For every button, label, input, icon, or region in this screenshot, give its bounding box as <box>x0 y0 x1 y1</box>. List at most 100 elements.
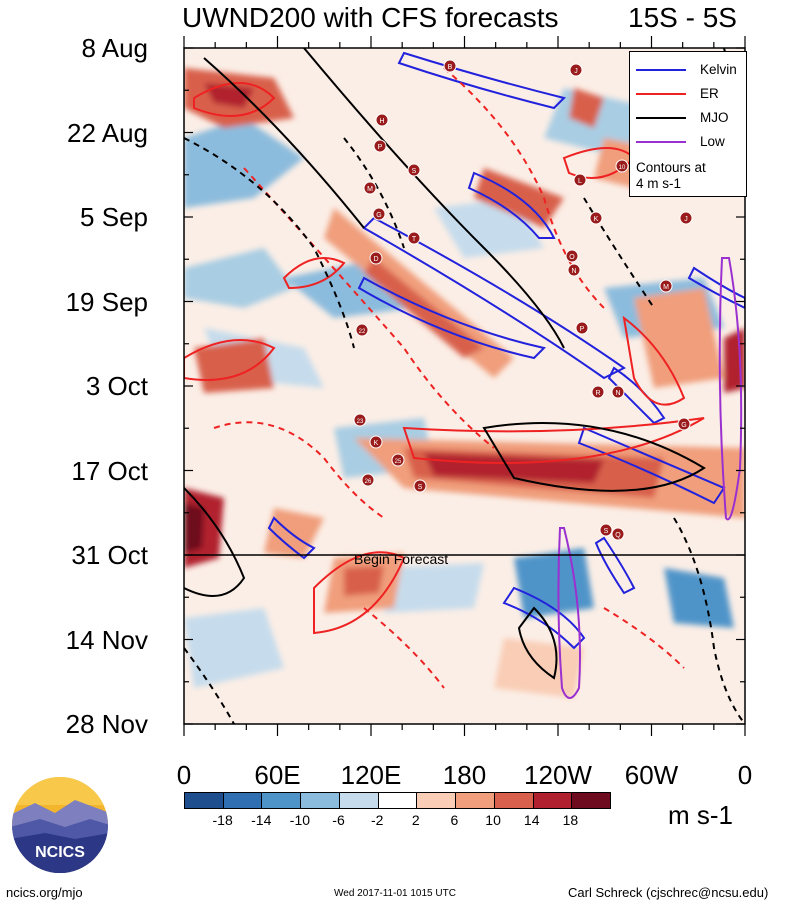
storm-marker: K <box>589 211 603 225</box>
wind-anomaly-shading <box>184 68 745 698</box>
storm-label: M <box>367 186 373 193</box>
x-tick-label: 120E <box>340 760 402 790</box>
storm-marker: S <box>599 523 613 537</box>
y-tick-label: 3 Oct <box>85 371 148 401</box>
storm-marker: J <box>569 63 583 77</box>
storm-label: R <box>595 390 600 397</box>
storm-marker: R <box>591 385 605 399</box>
y-tick-label: 8 Aug <box>81 33 148 63</box>
colorbar <box>184 792 611 809</box>
storm-label: J <box>574 68 578 75</box>
colorbar-swatch <box>533 793 573 808</box>
storm-label: S <box>418 484 423 491</box>
colorbar-swatch <box>262 793 302 808</box>
legend-swatch-er <box>636 93 686 95</box>
chart-region: 15S - 5S <box>628 2 737 33</box>
x-tick-label: 60W <box>624 760 679 790</box>
colorbar-tick-label: 2 <box>411 812 420 828</box>
storm-marker: P <box>373 139 387 153</box>
low-contours <box>557 257 743 699</box>
legend-item-low: Low <box>630 132 746 152</box>
storm-marker: D <box>369 251 383 265</box>
y-tick-label: 22 Aug <box>67 117 148 148</box>
colorbar-swatch <box>185 793 224 808</box>
storm-marker: P <box>575 321 589 335</box>
y-tick-label: 17 Oct <box>71 455 148 486</box>
colorbar-swatch <box>301 793 340 808</box>
legend-swatch-low <box>636 141 686 143</box>
colorbar-tick-label: 14 <box>523 812 540 828</box>
storm-label: P <box>378 144 383 151</box>
storm-label: K <box>374 440 379 447</box>
storm-marker: 10 <box>615 159 629 173</box>
y-tick-label: 5 Sep <box>80 202 148 232</box>
storm-marker: G <box>677 417 691 431</box>
storm-label: P <box>580 326 585 333</box>
storm-label: G <box>681 422 686 429</box>
storm-label: 25 <box>395 459 402 465</box>
storm-label: N <box>615 390 620 397</box>
footer-author: Carl Schreck (cjschrec@ncsu.edu) <box>568 885 769 900</box>
storm-marker: J <box>679 211 693 225</box>
legend: Kelvin ER MJO Low Contours at 4 m s-1 <box>629 51 747 197</box>
y-tick-label: 31 Oct <box>71 540 148 570</box>
storm-marker: B <box>443 59 457 73</box>
storm-label: S <box>604 528 609 535</box>
colorbar-swatch <box>572 793 611 808</box>
storm-marker: T <box>407 231 421 245</box>
storm-label: D <box>373 256 378 263</box>
colorbar-tick-label: -6 <box>332 812 345 828</box>
legend-swatch-mjo <box>636 117 686 119</box>
storm-marker: G <box>372 207 386 221</box>
colorbar-tick-label: 6 <box>450 812 459 828</box>
storm-label: B <box>448 64 453 71</box>
storm-label: G <box>376 212 381 219</box>
footer-timestamp: Wed 2017-11-01 1015 UTC <box>334 888 456 899</box>
colorbar-swatch <box>456 793 495 808</box>
colorbar-tick-label: -18 <box>212 812 233 828</box>
storm-label: 23 <box>357 419 364 425</box>
legend-note: Contours at 4 m s-1 <box>636 160 706 191</box>
storm-marker: N <box>611 385 625 399</box>
storm-marker: Q <box>611 527 625 541</box>
colorbar-tick-label: 10 <box>485 812 501 828</box>
colorbar-swatch <box>378 793 418 808</box>
storm-label: 10 <box>619 165 626 171</box>
storm-marker: S <box>413 479 427 493</box>
colorbar-tick-label: -14 <box>251 812 272 828</box>
colorbar-units: m s-1 <box>668 800 733 830</box>
x-tick-label: 0 <box>176 760 192 790</box>
storm-label: T <box>412 236 417 243</box>
storm-marker: S <box>407 163 421 177</box>
colorbar-swatch <box>494 793 534 808</box>
storm-label: K <box>594 216 599 223</box>
x-tick-label: 120W <box>524 760 592 790</box>
chart-title: UWND200 with CFS forecasts <box>182 2 559 33</box>
storm-marker: M <box>363 181 377 195</box>
storm-label: Q <box>615 532 621 539</box>
y-tick-label: 28 Nov <box>65 709 148 739</box>
ncics-logo: NCICS <box>12 777 108 873</box>
x-tick-label: 0 <box>737 760 753 790</box>
storm-label: S <box>412 168 417 175</box>
storm-marker: 23 <box>353 413 367 427</box>
storm-label: O <box>569 254 575 261</box>
colorbar-tick-label: -2 <box>370 812 384 828</box>
storm-label: H <box>379 118 384 125</box>
legend-item-kelvin: Kelvin <box>630 60 746 80</box>
storm-label: J <box>684 216 688 223</box>
colorbar-tick-label: 18 <box>562 812 579 828</box>
storm-marker: 22 <box>355 323 369 337</box>
storm-label: N <box>571 268 576 275</box>
colorbar-swatch <box>223 793 263 808</box>
svg-text:NCICS: NCICS <box>35 844 85 861</box>
legend-item-er: ER <box>630 84 746 104</box>
legend-item-mjo: MJO <box>630 108 746 128</box>
kelvin-contours <box>267 51 745 650</box>
storm-label: 26 <box>365 479 372 485</box>
y-tick-label: 14 Nov <box>65 624 148 655</box>
footer-url: ncics.org/mjo <box>6 885 83 900</box>
storm-marker: H <box>375 113 389 127</box>
